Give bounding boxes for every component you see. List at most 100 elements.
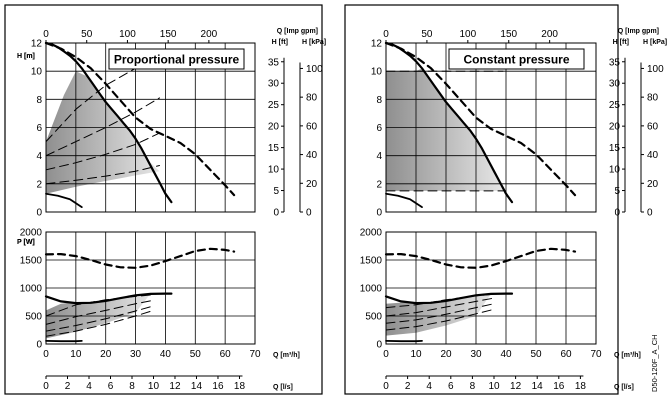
head-tick-m: 2 <box>36 179 42 190</box>
ft-tick-label: 5 <box>273 186 279 197</box>
ft-tick-label: 10 <box>609 165 621 176</box>
flow-ls-tick-label: 6 <box>448 381 454 392</box>
flow-ls-tick-label: 4 <box>86 381 92 392</box>
kpa-axis-label: H [kPa] <box>643 39 667 46</box>
kpa-tick-label: 60 <box>647 121 659 132</box>
flow-ls-tick-label: 14 <box>532 381 544 392</box>
gpm-tick-label: 200 <box>541 29 558 40</box>
gpm-tick-label: 100 <box>119 29 136 40</box>
flow-ls-tick-label: 8 <box>129 381 135 392</box>
power-series-line <box>385 297 495 317</box>
kpa-tick-label: 0 <box>306 208 312 219</box>
flow-ls-tick-label: 0 <box>43 381 49 392</box>
flow-m3h-tick: 50 <box>530 349 542 360</box>
flow-m3h-tick: 30 <box>130 349 142 360</box>
flow-ls-tick-label: 2 <box>405 381 411 392</box>
head-tick-m: 8 <box>36 95 42 106</box>
flow-ls-axis-label: Q [l/s] <box>614 384 634 391</box>
power-series-line <box>384 292 514 305</box>
image-code-label: D50-120F_A_CH <box>650 334 659 392</box>
kpa-tick-label: 80 <box>647 93 659 104</box>
power-series-line <box>384 247 577 269</box>
power-ylabel: P [W] <box>17 239 35 246</box>
power-tick-w: 1500 <box>360 256 383 267</box>
chart-title-box <box>448 48 585 70</box>
head-series-line <box>384 41 577 197</box>
ft-tick-label: 0 <box>273 208 279 219</box>
power-series-line <box>385 303 495 324</box>
ft-tick-label: 25 <box>609 100 621 111</box>
flow-ls-tick-label: 18 <box>234 381 246 392</box>
head-series-line <box>45 97 160 157</box>
flow-m3h-tick: 10 <box>410 349 422 360</box>
power-tick-w: 1000 <box>360 284 383 295</box>
head-series-line <box>45 58 160 143</box>
power-tick-w: 1500 <box>20 256 43 267</box>
kpa-axis-label: H [kPa] <box>302 39 326 46</box>
gpm-axis-label: Q [Imp gpm] <box>277 28 318 35</box>
head-tick-m: 0 <box>36 208 42 219</box>
head-tick-m: 4 <box>376 151 382 162</box>
flow-ls-tick-label: 8 <box>470 381 476 392</box>
ft-tick-label: 25 <box>268 100 280 111</box>
power-tick-w: 0 <box>36 340 42 351</box>
ft-tick-label: 30 <box>609 79 621 90</box>
kpa-tick-label: 20 <box>306 179 318 190</box>
gpm-tick-label: 100 <box>459 29 476 40</box>
kpa-tick-label: 40 <box>647 150 659 161</box>
gpm-tick-label: 200 <box>201 29 218 40</box>
flow-ls-tick-label: 16 <box>212 381 224 392</box>
kpa-tick-label: 0 <box>647 208 653 219</box>
chart-title-box <box>108 48 245 70</box>
flow-ls-tick-label: 12 <box>510 381 522 392</box>
gpm-tick-label: 0 <box>383 29 389 40</box>
power-plot-border <box>385 231 597 345</box>
power-tick-w: 500 <box>365 312 382 323</box>
flow-m3h-tick: 50 <box>190 349 202 360</box>
power-operating-area <box>386 293 491 336</box>
head-series-line <box>44 41 173 204</box>
power-series-line <box>45 299 154 325</box>
ft-tick-label: 0 <box>614 208 620 219</box>
flow-ls-tick-label: 4 <box>426 381 432 392</box>
kpa-tick-label: 40 <box>306 150 318 161</box>
ft-tick-label: 15 <box>609 143 621 154</box>
head-tick-m: 10 <box>371 67 383 78</box>
head-tick-m: 6 <box>36 123 42 134</box>
flow-m3h-tick: 40 <box>160 349 172 360</box>
head-series-line <box>44 41 236 197</box>
head-series-line <box>384 41 514 204</box>
flow-m3h-tick: 20 <box>100 349 112 360</box>
power-series-line <box>385 308 495 331</box>
flow-m3h-tick: 30 <box>470 349 482 360</box>
power-series-line <box>44 247 236 269</box>
ft-tick-label: 10 <box>268 165 280 176</box>
head-tick-m: 10 <box>31 67 43 78</box>
kpa-tick-label: 100 <box>306 64 323 75</box>
flow-ls-tick-label: 14 <box>191 381 203 392</box>
head-series-line <box>385 192 423 209</box>
flow-ls-tick-label: 18 <box>575 381 587 392</box>
flow-ls-tick-label: 6 <box>108 381 114 392</box>
power-tick-w: 1000 <box>20 284 43 295</box>
head-series-line <box>45 192 83 209</box>
gpm-tick-label: 150 <box>500 29 517 40</box>
head-ylabel-m: H [m] <box>17 53 35 60</box>
kpa-tick-label: 100 <box>647 64 664 75</box>
flow-m3h-axis-label: Q [m³/h] <box>273 352 300 359</box>
ft-tick-label: 35 <box>609 57 621 68</box>
flow-ls-tick-label: 0 <box>383 381 389 392</box>
power-ylabel: P [W] <box>17 239 35 246</box>
power-series-line <box>45 305 154 332</box>
ft-tick-label: 20 <box>609 122 621 133</box>
power-tick-w: 0 <box>376 340 382 351</box>
gpm-tick-label: 150 <box>160 29 177 40</box>
head-ylabel-m: H [m] <box>17 53 35 60</box>
head-tick-m: 6 <box>376 123 382 134</box>
flow-m3h-axis-label: Q [m³/h] <box>614 352 641 359</box>
gpm-tick-label: 50 <box>421 29 433 40</box>
